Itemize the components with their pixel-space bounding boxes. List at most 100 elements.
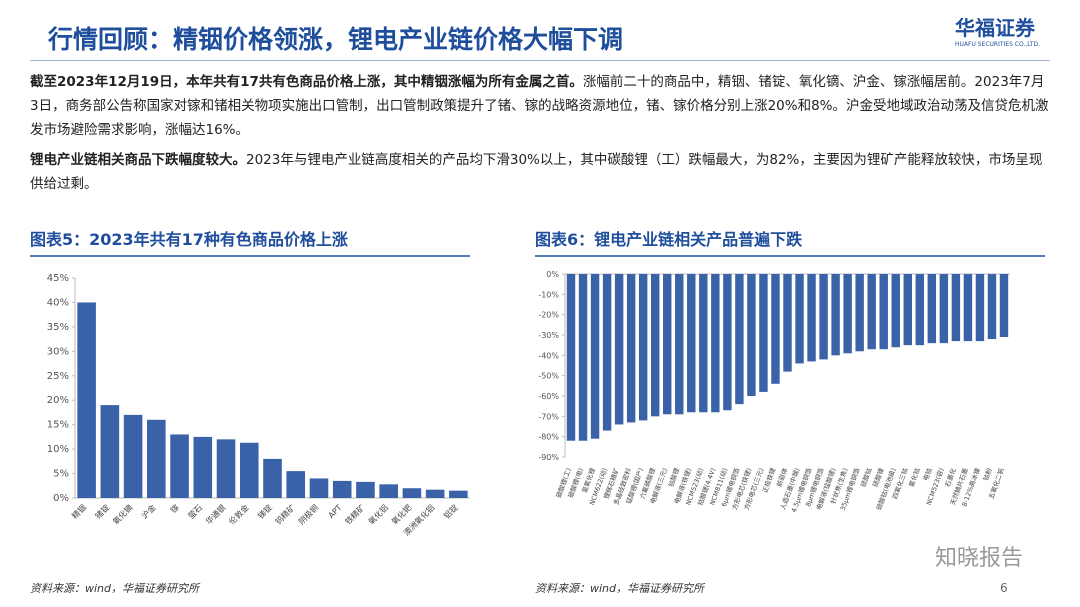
bar (638, 274, 648, 421)
bar (578, 274, 588, 441)
bar (927, 274, 937, 344)
y-tick-label: -60% (538, 392, 559, 401)
bar (855, 274, 864, 352)
bar (626, 274, 636, 423)
source: 资料来源：wind，华福证券研究所 (30, 582, 201, 595)
bar (590, 274, 600, 439)
x-tick-label: 沪金 (139, 502, 157, 520)
bar (687, 274, 696, 413)
x-tick-label: 精铟 (70, 502, 88, 520)
x-tick-label: 氧化铝 (366, 502, 390, 526)
page-title: 行情回顾：精铟价格领涨，锂电产业链价格大幅下调 (48, 25, 624, 54)
bar (963, 274, 973, 342)
y-tick-label: -70% (538, 412, 559, 421)
bar (951, 274, 961, 342)
bar (566, 274, 576, 441)
bar (891, 274, 900, 348)
y-tick-label: 45% (47, 273, 69, 284)
bar (747, 274, 756, 396)
bar (602, 274, 612, 431)
logo-text: 华福证券 (954, 16, 1035, 40)
bar (783, 274, 792, 372)
y-tick-label: 5% (53, 469, 69, 480)
bar (263, 458, 282, 498)
bar (867, 274, 876, 350)
bar (123, 414, 143, 498)
bar (379, 484, 398, 498)
chart-title: 图表5：2023年共有17种有色商品价格上涨 (30, 230, 348, 249)
bar (987, 274, 997, 340)
y-tick-label: 15% (47, 420, 69, 431)
y-tick-label: 35% (47, 322, 69, 333)
logo: 华福证券 HUAFU SECURITIES CO.,LTD. (955, 12, 1040, 48)
bar (903, 274, 912, 346)
bar (879, 274, 888, 350)
bar (425, 489, 445, 498)
bar (286, 471, 306, 498)
x-tick-label: 铁精矿 (343, 502, 367, 526)
x-tick-label: 阴极铜 (296, 502, 320, 526)
bar (147, 419, 166, 498)
bar (675, 274, 684, 415)
bar (975, 274, 985, 342)
bar (759, 274, 768, 392)
divider (30, 60, 1050, 61)
page-number: 6 (1000, 581, 1008, 595)
bar (735, 274, 744, 405)
bar (807, 274, 816, 362)
bar (216, 439, 236, 498)
bar (711, 274, 720, 413)
x-tick-label: 伦敦金 (227, 502, 251, 526)
bar (100, 405, 120, 498)
x-tick-label: 铝锭 (441, 502, 459, 520)
bar (309, 478, 329, 498)
y-tick-label: 20% (47, 395, 69, 406)
bar (193, 436, 213, 498)
body-text: 涨幅前二十的商品中，精铟、锗锭、氧化镝、沪金、镓涨幅居前。2023年7月3日，商… (30, 74, 1049, 138)
y-tick-label: 0% (53, 493, 69, 504)
logo-sub: HUAFU SECURITIES CO.,LTD. (954, 41, 1040, 48)
bold-lead: 锂电产业链相关商品下跌幅度较大。 (30, 152, 246, 168)
x-tick-label: APT (327, 503, 344, 520)
y-tick-label: 10% (47, 444, 69, 455)
paragraph: 截至2023年12月19日，本年共有17共有色商品价格上涨，其中精铟涨幅为所有金… (30, 70, 1050, 142)
paragraphs: 截至2023年12月19日，本年共有17共有色商品价格上涨，其中精铟涨幅为所有金… (30, 70, 1050, 202)
x-tick-label: 萤石 (186, 502, 204, 520)
x-tick-label: 锑锭 (256, 502, 274, 520)
bar (402, 488, 422, 498)
bar (723, 274, 732, 411)
watermark: 知晓报告 (935, 546, 1023, 571)
bar (999, 274, 1009, 338)
bar (332, 480, 352, 498)
source: 资料来源：wind，华福证券研究所 (535, 582, 706, 595)
bar (449, 490, 468, 498)
bar (77, 302, 96, 498)
bar (771, 274, 780, 384)
bar (239, 442, 259, 498)
paragraph: 锂电产业链相关商品下跌幅度较大。2023年与锂电产业链高度相关的产品均下滑30%… (30, 148, 1050, 196)
bar (915, 274, 925, 346)
y-tick-label: -40% (538, 351, 559, 360)
y-tick-label: 40% (47, 297, 69, 308)
y-tick-label: -20% (538, 311, 559, 320)
bar (663, 274, 672, 415)
x-tick-label: 钨精矿 (273, 502, 297, 526)
x-tick-label: 锗锭 (93, 502, 111, 520)
bar (356, 481, 375, 498)
y-tick-label: 0% (546, 270, 559, 279)
y-tick-label: -10% (538, 290, 559, 299)
x-tick-label: 氧化镝 (110, 502, 134, 526)
bar (170, 434, 189, 498)
x-tick-label: 电钴 (921, 466, 934, 482)
y-tick-label: -50% (538, 372, 559, 381)
y-tick-label: 25% (47, 371, 69, 382)
x-tick-label: 钴粉 (981, 466, 994, 482)
bar (650, 274, 660, 417)
bar (614, 274, 624, 425)
bold-lead: 截至2023年12月19日，本年共有17共有色商品价格上涨，其中精铟涨幅为所有金… (30, 74, 583, 90)
bar (795, 274, 804, 364)
y-tick-label: -30% (538, 331, 559, 340)
x-tick-label: 镓 (168, 502, 181, 515)
